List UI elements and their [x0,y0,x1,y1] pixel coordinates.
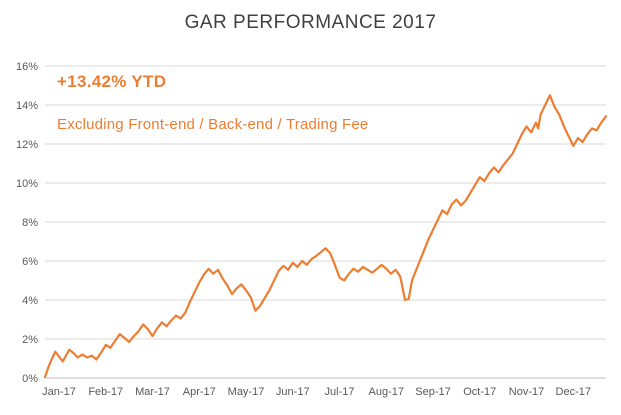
x-axis-tick-label: Jan-17 [42,386,76,398]
y-axis-tick-label: 12% [16,139,38,151]
x-axis-tick-label: Aug-17 [369,386,404,398]
y-axis-tick-label: 14% [16,100,38,112]
y-axis-tick-label: 2% [22,334,38,346]
performance-line [43,94,608,379]
x-axis-tick-label: Mar-17 [135,386,170,398]
x-axis-tick-label: Jul-17 [325,386,355,398]
x-axis-tick-label: Nov-17 [509,386,544,398]
x-axis-tick-label: Sep-17 [415,386,450,398]
y-axis-tick-label: 16% [16,61,38,73]
x-axis-tick-label: Apr-17 [183,386,216,398]
y-axis-tick-label: 8% [22,217,38,229]
x-axis-tick-label: May-17 [228,386,265,398]
y-axis-tick-label: 4% [22,295,38,307]
fee-note-annotation: Excluding Front-end / Back-end / Trading… [57,116,369,133]
x-axis-tick-label: Feb-17 [88,386,123,398]
y-axis-tick-label: 6% [22,256,38,268]
y-axis-tick-label: 10% [16,178,38,190]
x-axis-tick-label: Dec-17 [556,386,591,398]
y-axis-tick-label: 0% [22,373,38,385]
chart-title: GAR PERFORMANCE 2017 [184,12,437,33]
x-axis-tick-label: Jun-17 [276,386,310,398]
ytd-annotation: +13.42% YTD [57,72,167,91]
x-axis-tick-label: Oct-17 [463,386,496,398]
